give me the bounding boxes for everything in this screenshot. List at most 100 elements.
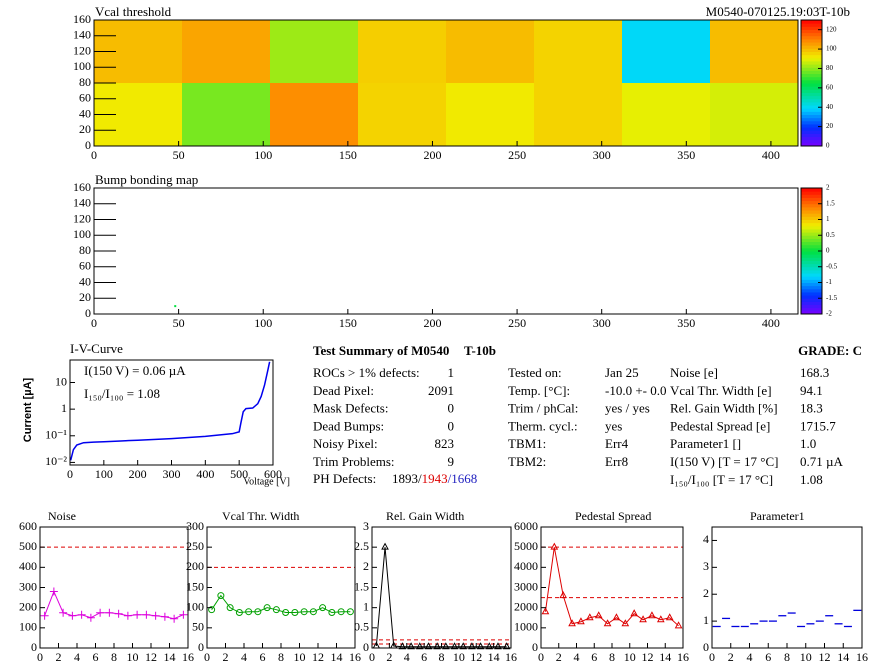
x-tick-label: 250 xyxy=(508,316,526,330)
colorbar-segment xyxy=(801,123,822,128)
colorbar-segment xyxy=(801,244,822,249)
x-tick-label: 4 xyxy=(404,650,410,664)
y-tick-label: 40 xyxy=(79,106,91,120)
x-tick-label: 300 xyxy=(593,148,611,162)
x-tick-label: 200 xyxy=(129,467,147,481)
x-tick-label: 16 xyxy=(677,650,689,664)
x-tick-label: 8 xyxy=(278,650,284,664)
x-tick-label: 50 xyxy=(173,316,185,330)
grade: GRADE: C xyxy=(798,343,862,358)
y-tick-label: 1.5 xyxy=(354,579,369,593)
summary-value: -10.0 +- 0.0 xyxy=(605,383,667,398)
colorbar-segment xyxy=(801,76,822,81)
x-tick-label: 8 xyxy=(784,650,790,664)
y-tick-label: 4000 xyxy=(514,559,538,573)
heatmap-cell xyxy=(446,83,534,146)
colorbar-segment xyxy=(801,32,822,37)
marker xyxy=(415,642,424,650)
chart-title: Bump bonding map xyxy=(95,172,198,187)
summary-value: 823 xyxy=(435,436,455,451)
colorbar-segment xyxy=(801,89,822,93)
summary-value: 0.71 µA xyxy=(800,454,843,469)
colorbar-segment xyxy=(801,269,822,274)
colorbar-segment xyxy=(801,98,822,103)
y-tick-label: 200 xyxy=(19,599,37,613)
x-tick-label: 12 xyxy=(470,650,482,664)
x-tick-label: 14 xyxy=(488,650,500,664)
colorbar-segment xyxy=(801,254,822,258)
summary-value: Jan 25 xyxy=(605,365,639,380)
annotation: I₁₅₀/I₁₀₀ = 1.08 xyxy=(84,386,160,401)
marker xyxy=(170,614,179,623)
colorbar-segment xyxy=(801,260,822,265)
colorbar-segment xyxy=(801,285,822,290)
colorbar-label: -2 xyxy=(826,310,832,318)
colorbar-segment xyxy=(801,70,822,75)
x-tick-label: 16 xyxy=(182,650,194,664)
colorbar-segment xyxy=(801,42,822,46)
x-tick-label: 2 xyxy=(56,650,62,664)
y-tick-label: 0 xyxy=(703,640,709,654)
colorbar-label: 2 xyxy=(826,184,830,192)
colorbar-segment xyxy=(801,225,822,230)
summary-label: Mask Defects: xyxy=(313,401,388,416)
marker xyxy=(577,617,585,625)
y-tick-label: 3 xyxy=(703,559,709,573)
y-tick-label: 100 xyxy=(73,227,91,241)
y-tick-label: 20 xyxy=(79,122,91,136)
x-tick-label: 350 xyxy=(677,316,695,330)
data-line xyxy=(69,361,271,461)
summary-label: Noise [e] xyxy=(670,365,718,380)
heatmap-cell xyxy=(270,20,358,83)
summary-label: ROCs > 1% defects: xyxy=(313,365,420,380)
x-tick-label: 2 xyxy=(556,650,562,664)
colorbar-segment xyxy=(801,301,822,306)
colorbar-segment xyxy=(801,197,822,202)
y-tick-label: 600 xyxy=(19,519,37,533)
marker xyxy=(59,608,68,617)
colorbar-segment xyxy=(801,235,822,239)
colorbar-frame xyxy=(800,187,823,315)
marker xyxy=(68,611,77,620)
y-tick-label: 300 xyxy=(186,519,204,533)
marker xyxy=(86,613,95,622)
marker xyxy=(142,610,151,619)
x-tick-label: 12 xyxy=(642,650,654,664)
marker xyxy=(123,611,132,620)
marker xyxy=(468,642,476,650)
colorbar-segment xyxy=(801,117,822,122)
x-tick-label: 12 xyxy=(819,650,831,664)
x-tick-label: 14 xyxy=(837,650,849,664)
point xyxy=(174,305,177,308)
colorbar-label: 0 xyxy=(826,247,830,255)
colorbar-segment xyxy=(801,48,822,52)
y-tick-label: 10⁻¹ xyxy=(45,428,67,442)
summary-label: Noisy Pixel: xyxy=(313,436,378,451)
marker xyxy=(450,642,459,650)
colorbar-segment xyxy=(801,64,822,68)
marker xyxy=(559,591,568,599)
colorbar-segment xyxy=(801,188,822,192)
colorbar-label: -0.5 xyxy=(826,262,838,270)
summary-value: 1.0 xyxy=(800,436,816,451)
colorbar-segment xyxy=(801,232,822,236)
chart-title: Vcal Thr. Width xyxy=(222,509,299,523)
colorbar-segment xyxy=(801,210,822,214)
y-tick-label: 200 xyxy=(186,559,204,573)
heatmap-cell xyxy=(358,20,446,83)
summary-value: yes / yes xyxy=(605,401,650,416)
chart: I-V-Curve 0 100 200 300 400 500 600 10⁻² 10⁻¹ 1 10 V… xyxy=(22,341,290,487)
y-tick-label: 0 xyxy=(363,640,369,654)
marker xyxy=(594,611,603,619)
heatmap-cell xyxy=(270,83,358,146)
x-tick-label: 8 xyxy=(439,650,445,664)
marker xyxy=(665,613,674,621)
y-tick-label: 50 xyxy=(192,620,204,634)
marker xyxy=(179,610,188,619)
x-tick-label: 6 xyxy=(93,650,99,664)
marker xyxy=(502,642,511,650)
